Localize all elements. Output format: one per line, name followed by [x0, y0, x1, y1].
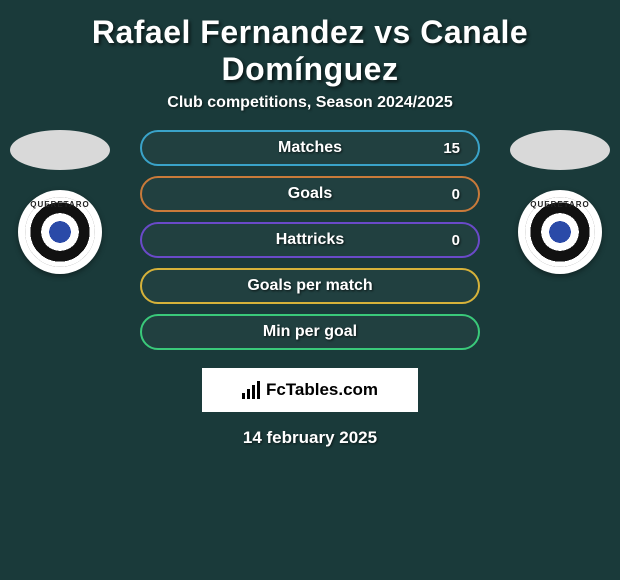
stat-label: Goals [160, 185, 460, 203]
stat-row-goals: Goals 0 [140, 176, 480, 212]
bar-chart-icon [242, 381, 260, 399]
stat-value: 0 [452, 186, 460, 203]
stat-label: Goals per match [160, 277, 460, 295]
club-badge-left: QUERETARO [18, 190, 102, 274]
player-right-avatar-placeholder [510, 130, 610, 170]
comparison-panel: QUERETARO QUERETARO Matches 15 Goals 0 H… [0, 130, 620, 448]
page-subtitle: Club competitions, Season 2024/2025 [0, 94, 620, 130]
footer-date: 14 february 2025 [0, 428, 620, 448]
stat-row-min-per-goal: Min per goal [140, 314, 480, 350]
branding-text: FcTables.com [266, 380, 378, 400]
club-badge-left-text: QUERETARO [30, 200, 90, 209]
player-left-avatar-placeholder [10, 130, 110, 170]
stat-value: 0 [452, 232, 460, 249]
stat-value: 15 [443, 140, 460, 157]
stat-label: Hattricks [160, 231, 460, 249]
stat-label: Matches [160, 139, 460, 157]
page-title: Rafael Fernandez vs Canale Domínguez [0, 0, 620, 94]
club-badge-right: QUERETARO [518, 190, 602, 274]
stats-list: Matches 15 Goals 0 Hattricks 0 Goals per… [140, 130, 480, 350]
stat-row-goals-per-match: Goals per match [140, 268, 480, 304]
branding-banner[interactable]: FcTables.com [202, 368, 418, 412]
club-badge-right-text: QUERETARO [530, 200, 590, 209]
stat-row-hattricks: Hattricks 0 [140, 222, 480, 258]
stat-row-matches: Matches 15 [140, 130, 480, 166]
stat-label: Min per goal [160, 323, 460, 341]
